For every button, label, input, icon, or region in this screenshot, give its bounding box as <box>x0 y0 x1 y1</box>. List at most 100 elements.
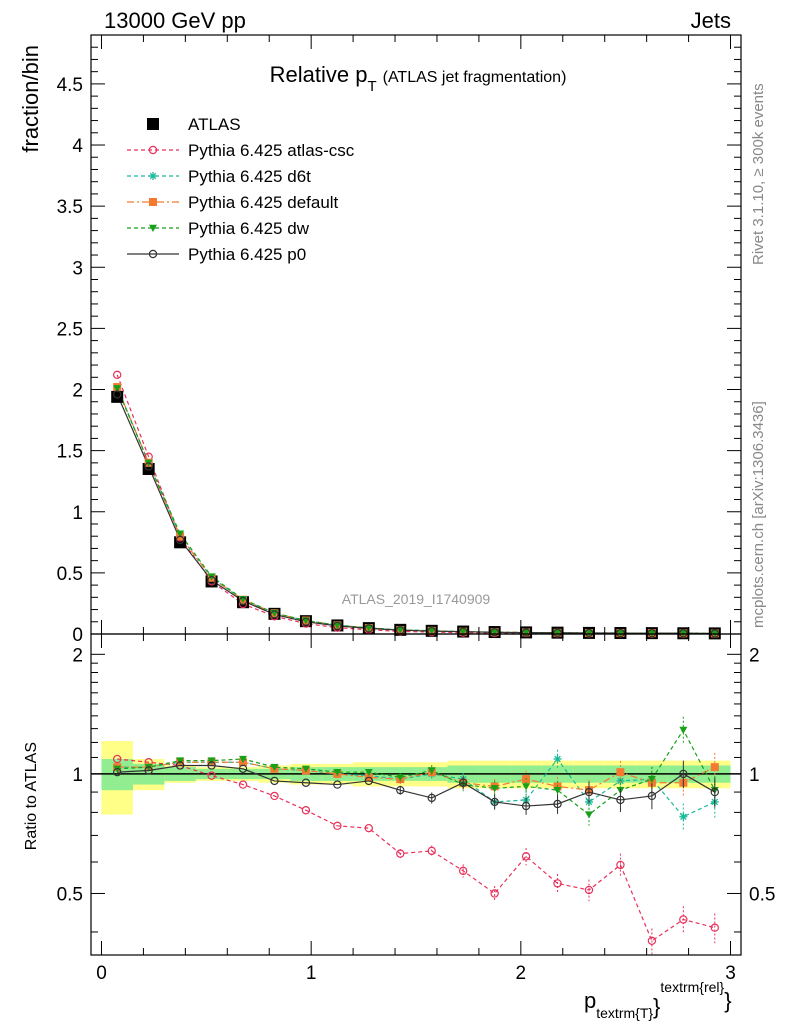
ratio-y-axis-label: Ratio to ATLAS <box>23 742 40 850</box>
ratio-line-4 <box>117 728 716 816</box>
data-point-5 <box>679 629 688 638</box>
data-point-5 <box>207 576 216 585</box>
ratio-point-5 <box>333 780 342 789</box>
x-axis-label-sup: textrm{rel} <box>660 979 724 995</box>
ratio-point-2-stroke <box>680 813 687 821</box>
ratio-y-tick-label: 1 <box>72 765 83 786</box>
ratio-point-1 <box>364 823 374 833</box>
legend-marker <box>149 172 157 180</box>
ratio-point-5 <box>458 778 468 787</box>
data-point-4 <box>522 629 531 637</box>
legend-marker <box>148 249 158 259</box>
ratio-point-5 <box>364 776 374 786</box>
legend-entry: Pythia 6.425 atlas-csc <box>127 141 355 160</box>
ratio-point-2-stroke <box>554 755 561 763</box>
data-point-4 <box>459 628 468 636</box>
ratio-point-5 <box>521 801 531 811</box>
y-tick-label: 1 <box>72 503 83 524</box>
legend-label: Pythia 6.425 default <box>188 193 339 212</box>
legend-label: Pythia 6.425 d6t <box>188 167 311 186</box>
ratio-point-4 <box>113 765 122 773</box>
ratio-point-4 <box>176 757 185 765</box>
x-tick-label: 1 <box>306 963 317 984</box>
data-point-5 <box>238 596 248 606</box>
ratio-point-4 <box>522 783 531 791</box>
x-axis-label-main: p <box>584 988 596 1013</box>
ratio-point-2 <box>553 755 562 764</box>
legend-entry: ATLAS <box>147 115 241 134</box>
chart-title-rest: (ATLAS jet fragmentation) <box>383 69 567 86</box>
legend-marker <box>149 198 157 206</box>
y-tick-label: 2 <box>72 381 83 402</box>
legend-marker <box>148 145 158 155</box>
ratio-point-3 <box>616 768 625 777</box>
y-tick-label: 2.5 <box>57 319 83 340</box>
ratio-point-4 <box>239 755 248 764</box>
chart-title-sub: T <box>367 78 376 95</box>
data-point-4 <box>176 530 185 538</box>
ratio-point-5 <box>616 795 625 805</box>
ratio-y-tick-label-right: 1 <box>749 765 760 786</box>
legend-label: Pythia 6.425 dw <box>188 219 310 238</box>
ratio-y-tick-label: 2 <box>72 645 83 666</box>
ratio-point-4 <box>270 763 279 772</box>
y-tick-label: 1.5 <box>57 442 83 463</box>
legend-label: Pythia 6.425 p0 <box>188 245 306 264</box>
ratio-point-1 <box>333 821 342 831</box>
watermark: ATLAS_2019_I1740909 <box>342 591 491 607</box>
legend-marker <box>147 118 159 130</box>
x-axis-label-close: } <box>653 994 660 1019</box>
data-point-5 <box>144 462 153 471</box>
data-point-5 <box>458 627 468 636</box>
ratio-point-3 <box>710 763 719 772</box>
legend-entry: Pythia 6.425 d6t <box>127 167 311 186</box>
ratio-point-4 <box>207 757 216 765</box>
legend-entry: Pythia 6.425 default <box>127 193 339 212</box>
legend-entry: Pythia 6.425 p0 <box>127 245 306 264</box>
header-left: 13000 GeV pp <box>104 8 246 33</box>
ratio-point-1 <box>396 849 405 858</box>
ratio-point-1 <box>238 780 248 789</box>
ratio-frame <box>90 633 742 956</box>
legend: ATLAS Pythia 6.425 atlas-csc Pythia 6.425 … <box>127 115 355 264</box>
ratio-y-tick-label: 0.5 <box>57 884 83 905</box>
ratio-line-1 <box>117 758 715 942</box>
ratio-point-5 <box>144 766 153 775</box>
data-point-5 <box>647 629 657 638</box>
rivet-label: Rivet 3.1.10, ≥ 300k events <box>750 83 767 265</box>
ratio-point-1 <box>490 889 499 898</box>
data-point-5 <box>584 628 594 638</box>
chart-title: Relative pT (ATLAS jet fragmentation) <box>270 62 567 95</box>
ratio-line-5 <box>117 764 716 807</box>
ratio-point-5 <box>427 793 436 803</box>
ratio-point-1 <box>584 885 594 895</box>
ratio-plot-area <box>91 716 741 955</box>
data-point-5 <box>364 624 374 633</box>
x-axis-label-close-2: } <box>724 988 731 1013</box>
x-axis-label-sub: textrm{T} <box>596 1005 653 1021</box>
data-point-5 <box>175 535 185 545</box>
ratio-point-1 <box>427 846 436 856</box>
ratio-point-4 <box>427 767 436 775</box>
ratio-point-1 <box>207 771 216 780</box>
ratio-point-5 <box>301 778 311 787</box>
data-point-0 <box>111 390 124 403</box>
ratio-point-1 <box>458 866 468 876</box>
ratio-y-tick-label-right: 2 <box>749 645 760 666</box>
ratio-point-4 <box>584 811 593 819</box>
y-tick-label: 4 <box>72 136 83 157</box>
data-point-4 <box>553 629 562 637</box>
y-tick-label: 3.5 <box>57 197 83 218</box>
ratio-point-1 <box>679 915 688 924</box>
ratio-point-4 <box>364 768 373 777</box>
chart-title-main: Relative p <box>270 62 368 87</box>
data-point-4 <box>427 627 436 635</box>
ratio-point-4 <box>553 786 562 795</box>
ratio-point-5 <box>238 764 248 773</box>
ratio-point-1 <box>301 806 311 815</box>
data-point-5 <box>427 626 436 636</box>
ratio-point-5 <box>113 767 122 777</box>
x-axis-label: ptextrm{T}}textrm{rel}} <box>584 979 732 1021</box>
ratio-point-4 <box>144 763 153 772</box>
